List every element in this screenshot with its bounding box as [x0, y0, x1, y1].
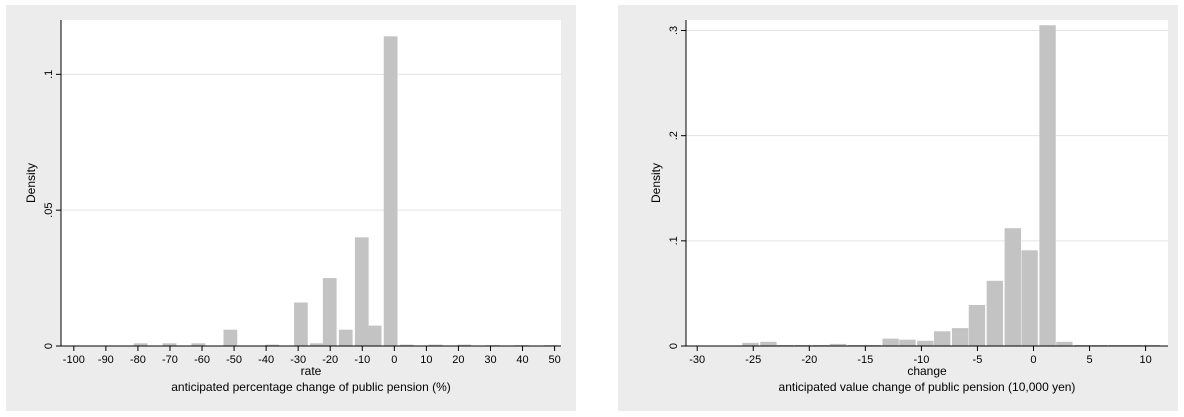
x-tick-label: 0 [1030, 354, 1036, 366]
x-tick-label: 50 [548, 354, 560, 366]
x-tick-label: -70 [162, 354, 178, 366]
x-tick-label: -20 [801, 354, 817, 366]
histogram-bar [760, 341, 777, 346]
y-tick-label: .2 [668, 131, 680, 140]
histogram-bar [223, 329, 238, 346]
x-tick-label: -50 [226, 354, 242, 366]
y-tick-label: .3 [668, 26, 680, 35]
histogram-panel-rate: -100 -90 -80 -70 -60 -50 -40 -30 -20 -10 0 10 20 30 40… [6, 5, 576, 411]
histogram-rate-svg: -100 -90 -80 -70 -60 -50 -40 -30 -20 -10 0 10 20 30 40… [24, 20, 561, 394]
histogram-bar [310, 343, 324, 346]
x-tick-label: -30 [689, 354, 705, 366]
histogram-bar [882, 338, 899, 346]
histogram-bar [777, 344, 794, 346]
histogram-bar [1143, 344, 1160, 346]
x-tick-label: -30 [290, 354, 306, 366]
y-tick-label: 0 [43, 343, 55, 349]
histogram-panel-change: -30 -25 -20 -15 -10 -5 0 5 10 0 .1 .2 .3 Density chang… [618, 5, 1178, 411]
x-tick-label: -90 [98, 354, 114, 366]
histogram-bar [399, 344, 414, 346]
x-tick-label: -15 [857, 354, 873, 366]
histogram-bar [162, 343, 177, 346]
histogram-bar [795, 344, 812, 346]
histogram-bar [934, 331, 951, 346]
histogram-bar [1074, 344, 1091, 346]
x-tick-label: 20 [452, 354, 464, 366]
chart-note: anticipated percentage change of public … [171, 380, 451, 394]
x-tick-label: 10 [420, 354, 432, 366]
x-tick-label: -20 [322, 354, 338, 366]
y-tick-label: .05 [43, 203, 55, 218]
histogram-bar [742, 342, 759, 346]
histogram-bar [265, 344, 279, 346]
y-axis-title: Density [24, 163, 38, 203]
y-tick-label: 0 [668, 343, 680, 349]
x-tick-label: 30 [484, 354, 496, 366]
plot-area [686, 20, 1168, 346]
histogram-change-svg: -30 -25 -20 -15 -10 -5 0 5 10 0 .1 .2 .3 Density chang… [649, 20, 1168, 394]
histogram-bar [191, 343, 206, 346]
histogram-bar [1056, 341, 1073, 346]
histogram-bar [864, 344, 881, 346]
histogram-bar [457, 344, 472, 346]
x-tick-label: -25 [745, 354, 761, 366]
histogram-bar [428, 344, 443, 346]
histogram-bar [133, 343, 148, 346]
histogram-bar [1021, 250, 1038, 346]
chart-note: anticipated value change of public pensi… [779, 380, 1076, 394]
plot-area [61, 20, 561, 346]
x-tick-label: -5 [973, 354, 983, 366]
x-tick-label: -10 [354, 354, 370, 366]
histogram-bar [354, 237, 369, 346]
histogram-bar [294, 302, 308, 346]
y-axis-title: Density [649, 163, 663, 203]
histogram-bar [847, 344, 865, 346]
histogram-bar [968, 304, 986, 346]
x-axis-title: rate [301, 364, 322, 378]
x-tick-label: 10 [1139, 354, 1151, 366]
x-tick-label: -40 [258, 354, 274, 366]
histogram-bar [899, 339, 916, 346]
histogram-bar [367, 325, 382, 346]
x-tick-label: -100 [63, 354, 85, 366]
x-tick-label: -60 [194, 354, 210, 366]
histogram-bar [383, 36, 398, 347]
histogram-bar [1039, 25, 1056, 347]
histogram-bar [986, 280, 1004, 346]
histogram-bar [829, 343, 847, 346]
x-tick-label: -80 [130, 354, 146, 366]
x-tick-label: 0 [391, 354, 397, 366]
histogram-bar [322, 278, 337, 346]
histogram-bar [951, 328, 969, 346]
histogram-bar [1090, 344, 1108, 346]
y-tick-label: .1 [43, 70, 55, 79]
y-tick-label: .1 [668, 236, 680, 245]
histogram-bar [917, 340, 934, 346]
histogram-bar [1108, 344, 1126, 346]
x-axis-title: change [907, 364, 947, 378]
histogram-bar [1125, 344, 1143, 346]
x-tick-label: 5 [1086, 354, 1092, 366]
x-tick-label: -10 [913, 354, 929, 366]
histogram-bar [338, 329, 353, 346]
x-tick-label: 40 [516, 354, 528, 366]
histogram-bar [1004, 228, 1021, 346]
histogram-bar [812, 344, 830, 346]
